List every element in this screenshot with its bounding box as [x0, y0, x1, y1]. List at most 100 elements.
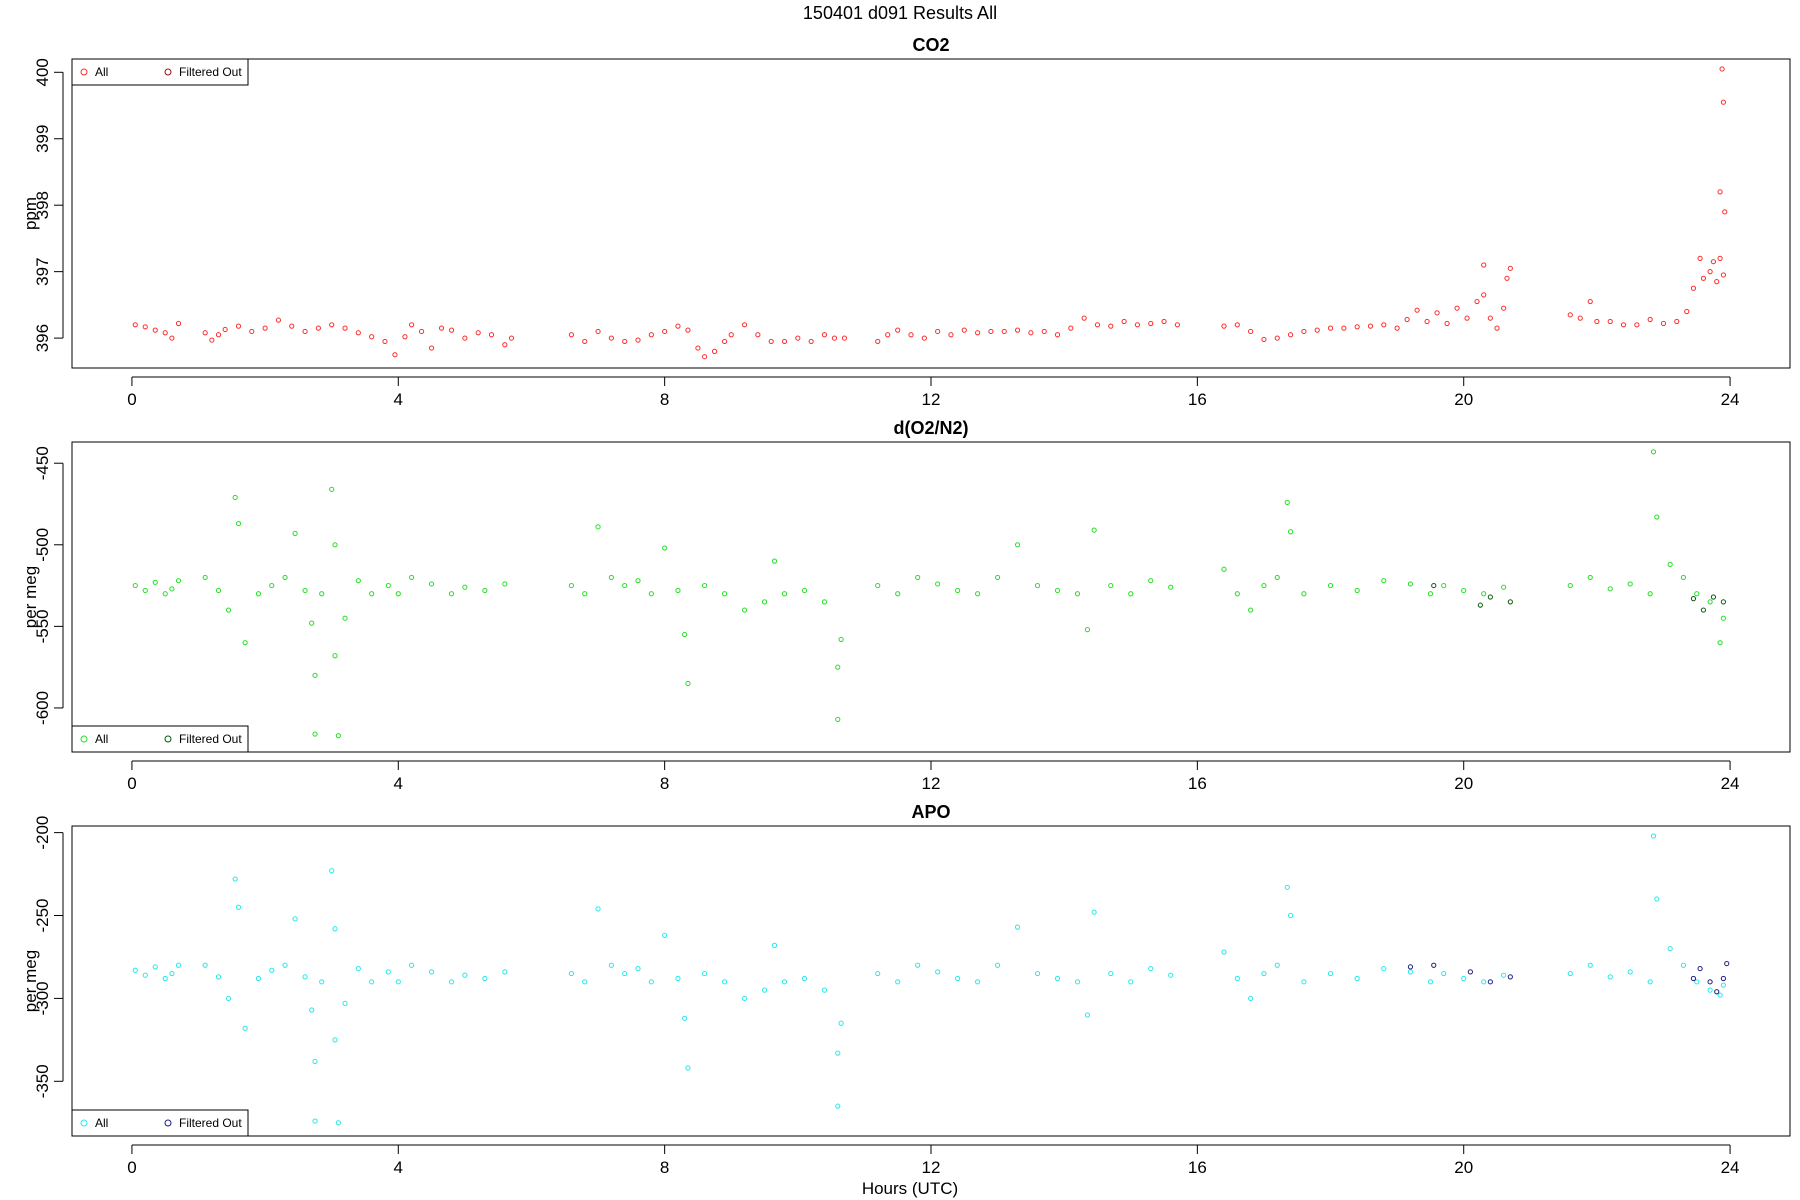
- data-point-apo: [1084, 1012, 1091, 1018]
- data-point-o2n2: [875, 582, 881, 589]
- data-point-co2: [1444, 320, 1450, 327]
- data-point-o2n2: [1261, 582, 1267, 589]
- data-point-o2n2: [1720, 615, 1727, 621]
- data-point-apo-filtered: [1407, 964, 1414, 970]
- data-point-apo: [319, 979, 325, 985]
- data-point-co2: [1684, 308, 1690, 315]
- data-point-apo: [1567, 970, 1573, 977]
- data-point-co2: [1634, 322, 1640, 328]
- data-point-o2n2: [1707, 599, 1713, 605]
- data-point-co2: [152, 327, 158, 333]
- data-point-co2: [402, 334, 408, 340]
- data-point-co2: [921, 335, 927, 341]
- data-point-o2n2: [1381, 578, 1387, 584]
- data-point-o2n2: [1587, 574, 1593, 581]
- data-point-apo: [1108, 970, 1114, 977]
- data-point-apo: [1327, 970, 1334, 977]
- data-point-co2: [1717, 255, 1723, 261]
- x-tick-label-o2n2: 16: [1188, 774, 1207, 793]
- data-point-co2: [392, 352, 398, 358]
- x-tick-label-co2: 12: [922, 390, 941, 409]
- data-point-apo: [835, 1103, 841, 1109]
- data-point-co2: [1717, 189, 1723, 195]
- data-point-o2n2: [1168, 584, 1174, 590]
- data-point-apo: [568, 970, 575, 977]
- x-tick-label-apo: 8: [660, 1158, 669, 1177]
- data-point-co2: [1504, 275, 1510, 281]
- data-point-apo: [312, 1058, 318, 1065]
- legend-box-co2: [71, 58, 249, 86]
- data-point-apo: [682, 1015, 688, 1021]
- legend-entry-co2: All: [95, 65, 108, 79]
- legend-entry-o2n2: Filtered Out: [179, 732, 242, 746]
- data-point-o2n2: [685, 680, 691, 687]
- data-point-co2: [1028, 330, 1034, 336]
- data-point-apo: [1650, 833, 1657, 839]
- data-point-co2: [595, 328, 601, 335]
- data-point-apo-filtered: [1487, 979, 1493, 985]
- x-tick-label-co2: 4: [394, 390, 403, 409]
- data-point-apo: [1014, 924, 1021, 930]
- data-point-co2: [1660, 320, 1667, 327]
- data-point-o2n2: [1501, 584, 1507, 590]
- data-point-apo: [895, 979, 901, 985]
- data-point-o2n2: [312, 731, 318, 737]
- data-point-co2: [289, 323, 295, 329]
- data-point-co2: [355, 330, 361, 336]
- data-point-o2n2: [1074, 591, 1081, 597]
- legend-box-o2n2: [71, 725, 249, 753]
- data-point-co2: [685, 327, 691, 333]
- data-point-o2n2: [1667, 561, 1673, 567]
- x-tick-label-o2n2: 20: [1454, 774, 1473, 793]
- data-point-co2: [1404, 316, 1410, 323]
- data-point-co2: [275, 317, 282, 323]
- data-point-co2: [1647, 316, 1653, 323]
- y-tick-label-o2n2: -600: [33, 691, 52, 725]
- data-point-co2: [142, 324, 148, 330]
- data-point-apo: [462, 972, 468, 978]
- data-point-co2: [1424, 318, 1430, 325]
- data-point-apo: [955, 975, 961, 982]
- data-point-co2: [1081, 315, 1087, 321]
- data-point-o2n2: [1148, 578, 1154, 584]
- data-point-apo: [1128, 979, 1134, 985]
- data-point-co2: [249, 328, 255, 335]
- data-point-o2n2: [332, 653, 338, 659]
- data-point-apo: [1481, 979, 1487, 985]
- data-point-apo: [312, 1118, 318, 1124]
- data-point-co2: [1121, 318, 1127, 325]
- data-point-apo: [132, 967, 138, 973]
- data-point-apo: [1647, 979, 1653, 985]
- data-point-o2n2-filtered: [1720, 599, 1727, 605]
- data-point-o2n2: [255, 591, 262, 597]
- data-point-apo: [608, 962, 614, 968]
- y-tick-label-apo: -300: [33, 981, 52, 1015]
- data-point-apo: [302, 974, 308, 980]
- data-point-apo: [1717, 992, 1723, 998]
- x-tick-label-co2: 0: [127, 390, 136, 409]
- data-point-apo-filtered: [1707, 979, 1713, 985]
- data-point-o2n2-filtered: [1431, 582, 1437, 589]
- data-point-co2: [175, 320, 182, 327]
- figure-title: 150401 d091 Results All: [803, 3, 997, 23]
- data-point-o2n2: [682, 631, 688, 638]
- data-point-co2: [1301, 328, 1307, 335]
- data-point-co2: [1690, 285, 1697, 291]
- data-point-co2: [1434, 310, 1440, 316]
- x-axis-label: Hours (UTC): [862, 1179, 958, 1198]
- data-point-o2n2: [595, 524, 601, 530]
- data-point-co2: [418, 328, 425, 335]
- data-point-co2: [1367, 323, 1374, 329]
- x-tick-label-co2: 8: [660, 390, 669, 409]
- data-point-co2: [342, 325, 348, 331]
- legend-marker-apo: [164, 1119, 172, 1127]
- data-point-co2: [1720, 99, 1727, 105]
- data-point-co2: [315, 325, 321, 331]
- data-point-o2n2: [235, 520, 242, 527]
- data-point-co2: [1041, 328, 1047, 335]
- data-point-co2: [1501, 305, 1507, 311]
- data-point-o2n2: [342, 615, 348, 621]
- data-point-apo: [369, 979, 375, 985]
- data-point-o2n2: [335, 733, 341, 739]
- data-point-o2n2: [568, 582, 575, 589]
